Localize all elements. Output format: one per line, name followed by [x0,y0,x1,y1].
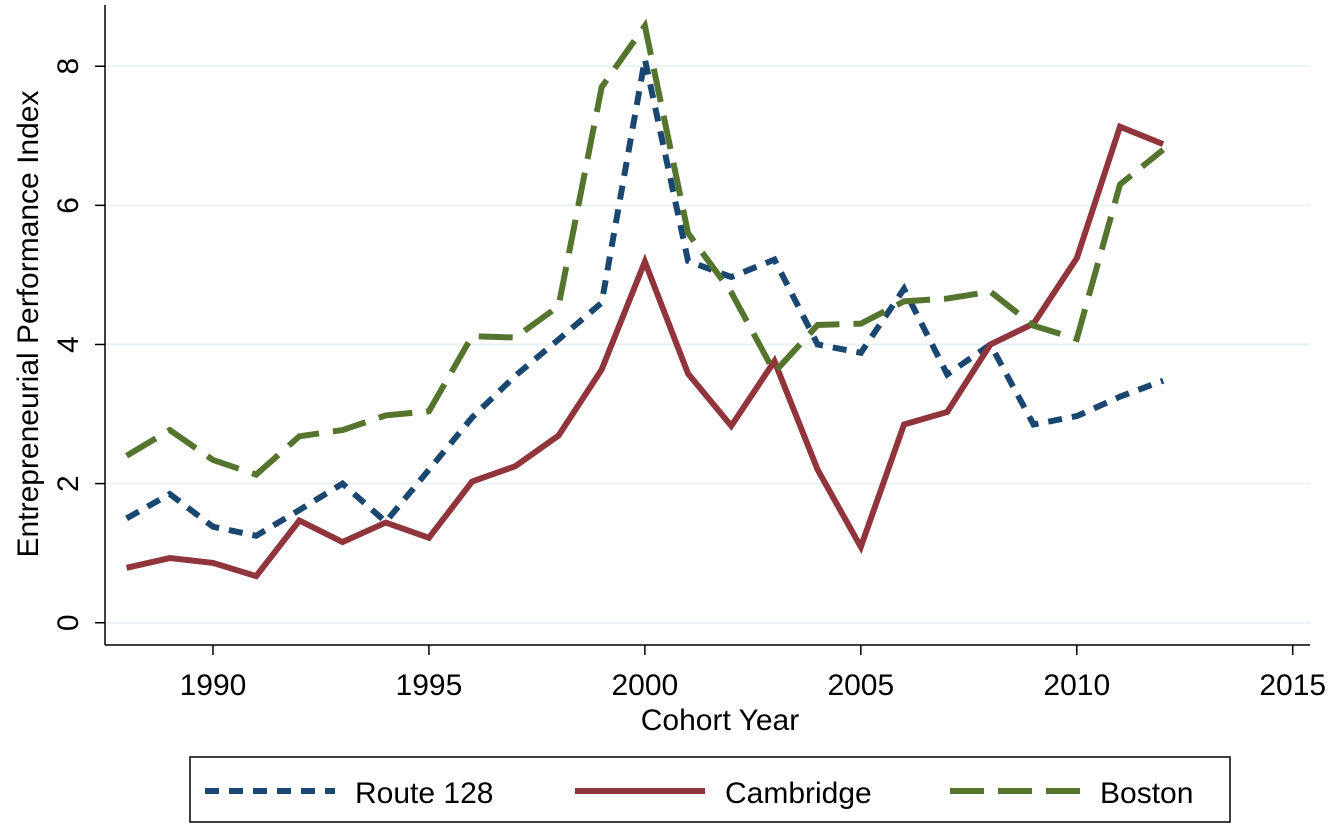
series-line [125,58,1165,539]
legend-label: Route 128 [355,777,493,810]
y-tick-label: 2 [52,475,85,492]
y-tick-label: 4 [52,336,85,353]
series-line [125,122,1165,580]
y-tick-label: 0 [52,614,85,631]
x-axis-title: Cohort Year [641,704,799,737]
x-tick-label: 2010 [1043,669,1110,702]
x-tick-label: 1990 [180,669,247,702]
x-tick-label: 2005 [827,669,894,702]
y-tick-label: 6 [52,197,85,214]
y-axis-title: Entrepreneurial Performance Index [12,91,45,558]
x-tick-label: 2000 [611,669,678,702]
legend-label: Boston [1100,777,1193,810]
y-tick-label: 8 [52,58,85,75]
x-tick-label: 1995 [396,669,463,702]
series-line [125,18,1166,478]
legend-box [189,756,1231,823]
x-tick-label: 2015 [1259,669,1326,702]
legend-label: Cambridge [725,777,872,810]
